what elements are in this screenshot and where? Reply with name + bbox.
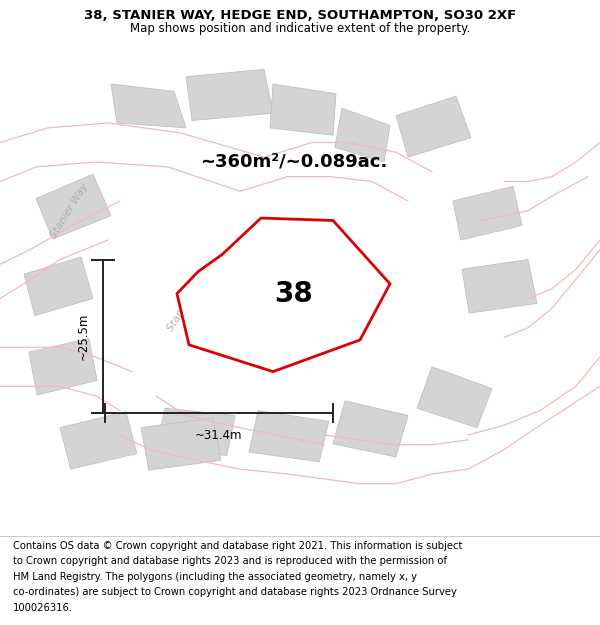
- Text: 38: 38: [275, 279, 313, 308]
- Polygon shape: [141, 418, 221, 470]
- Polygon shape: [335, 108, 390, 162]
- Text: ~31.4m: ~31.4m: [195, 429, 243, 442]
- Polygon shape: [333, 401, 408, 457]
- Text: 38, STANIER WAY, HEDGE END, SOUTHAMPTON, SO30 2XF: 38, STANIER WAY, HEDGE END, SOUTHAMPTON,…: [84, 9, 516, 22]
- Polygon shape: [111, 84, 186, 128]
- Text: Contains OS data © Crown copyright and database right 2021. This information is : Contains OS data © Crown copyright and d…: [13, 541, 463, 551]
- Polygon shape: [417, 367, 492, 428]
- Polygon shape: [60, 412, 137, 469]
- Polygon shape: [177, 218, 390, 372]
- Polygon shape: [462, 259, 537, 313]
- Polygon shape: [249, 411, 329, 462]
- Polygon shape: [186, 69, 273, 121]
- Text: Stanier Way: Stanier Way: [48, 181, 90, 240]
- Text: 100026316.: 100026316.: [13, 603, 73, 613]
- Polygon shape: [453, 186, 522, 240]
- Polygon shape: [156, 408, 235, 456]
- Text: HM Land Registry. The polygons (including the associated geometry, namely x, y: HM Land Registry. The polygons (includin…: [13, 572, 417, 582]
- Text: Map shows position and indicative extent of the property.: Map shows position and indicative extent…: [130, 22, 470, 35]
- Polygon shape: [36, 174, 111, 239]
- Text: to Crown copyright and database rights 2023 and is reproduced with the permissio: to Crown copyright and database rights 2…: [13, 556, 447, 566]
- Polygon shape: [24, 257, 93, 316]
- Polygon shape: [270, 84, 336, 135]
- Polygon shape: [29, 339, 97, 395]
- Text: ~360m²/~0.089ac.: ~360m²/~0.089ac.: [200, 153, 388, 171]
- Text: co-ordinates) are subject to Crown copyright and database rights 2023 Ordnance S: co-ordinates) are subject to Crown copyr…: [13, 588, 457, 598]
- Polygon shape: [396, 96, 471, 157]
- Text: Stanier Way: Stanier Way: [165, 274, 207, 332]
- Text: ~25.5m: ~25.5m: [77, 312, 90, 360]
